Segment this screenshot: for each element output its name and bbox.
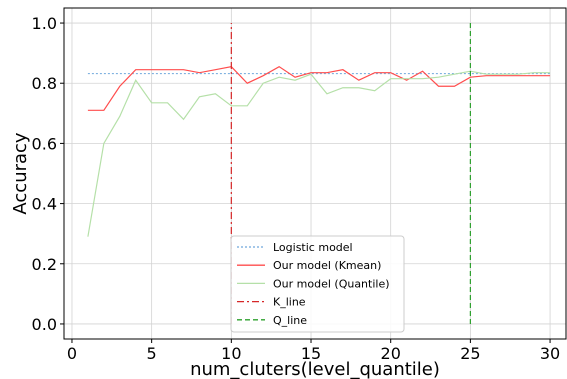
y-tick-label: 0.2 (32, 255, 57, 274)
legend-label: Logistic model (273, 241, 353, 254)
x-tick-label: 20 (381, 344, 401, 363)
y-axis-label: Accuracy (10, 132, 31, 215)
x-tick-label: 25 (460, 344, 480, 363)
y-tick-label: 0.4 (32, 195, 57, 214)
legend-label: Our model (Kmean) (273, 259, 381, 272)
legend-label: K_line (273, 296, 306, 309)
x-tick-label: 30 (540, 344, 560, 363)
series-line-our-model-quantile (87, 70, 551, 237)
x-tick-label: 15 (301, 344, 321, 363)
legend: Logistic model Our model (Kmean) Our model… (230, 235, 405, 333)
x-tick-label: 10 (221, 344, 241, 363)
x-tick-label: 0 (67, 344, 77, 363)
legend-label: Our model (Quantile) (273, 277, 390, 290)
x-axis-label: num_cluters(level_quantile) (190, 359, 440, 379)
axis-ticks: 0 5 10 15 20 25 30 0.0 0.2 0.4 0.6 0.8 1.0 (32, 14, 561, 363)
y-tick-label: 0.6 (32, 134, 57, 153)
series-line-our-model-kmean (87, 65, 551, 111)
series-lines (87, 23, 551, 324)
y-tick-label: 0.0 (32, 315, 57, 334)
y-tick-label: 1.0 (32, 14, 57, 33)
x-tick-label: 5 (147, 344, 157, 363)
y-tick-label: 0.8 (32, 74, 57, 93)
plot-frame (63, 7, 567, 340)
legend-label: Q_line (273, 314, 307, 327)
legend-box (230, 235, 405, 333)
